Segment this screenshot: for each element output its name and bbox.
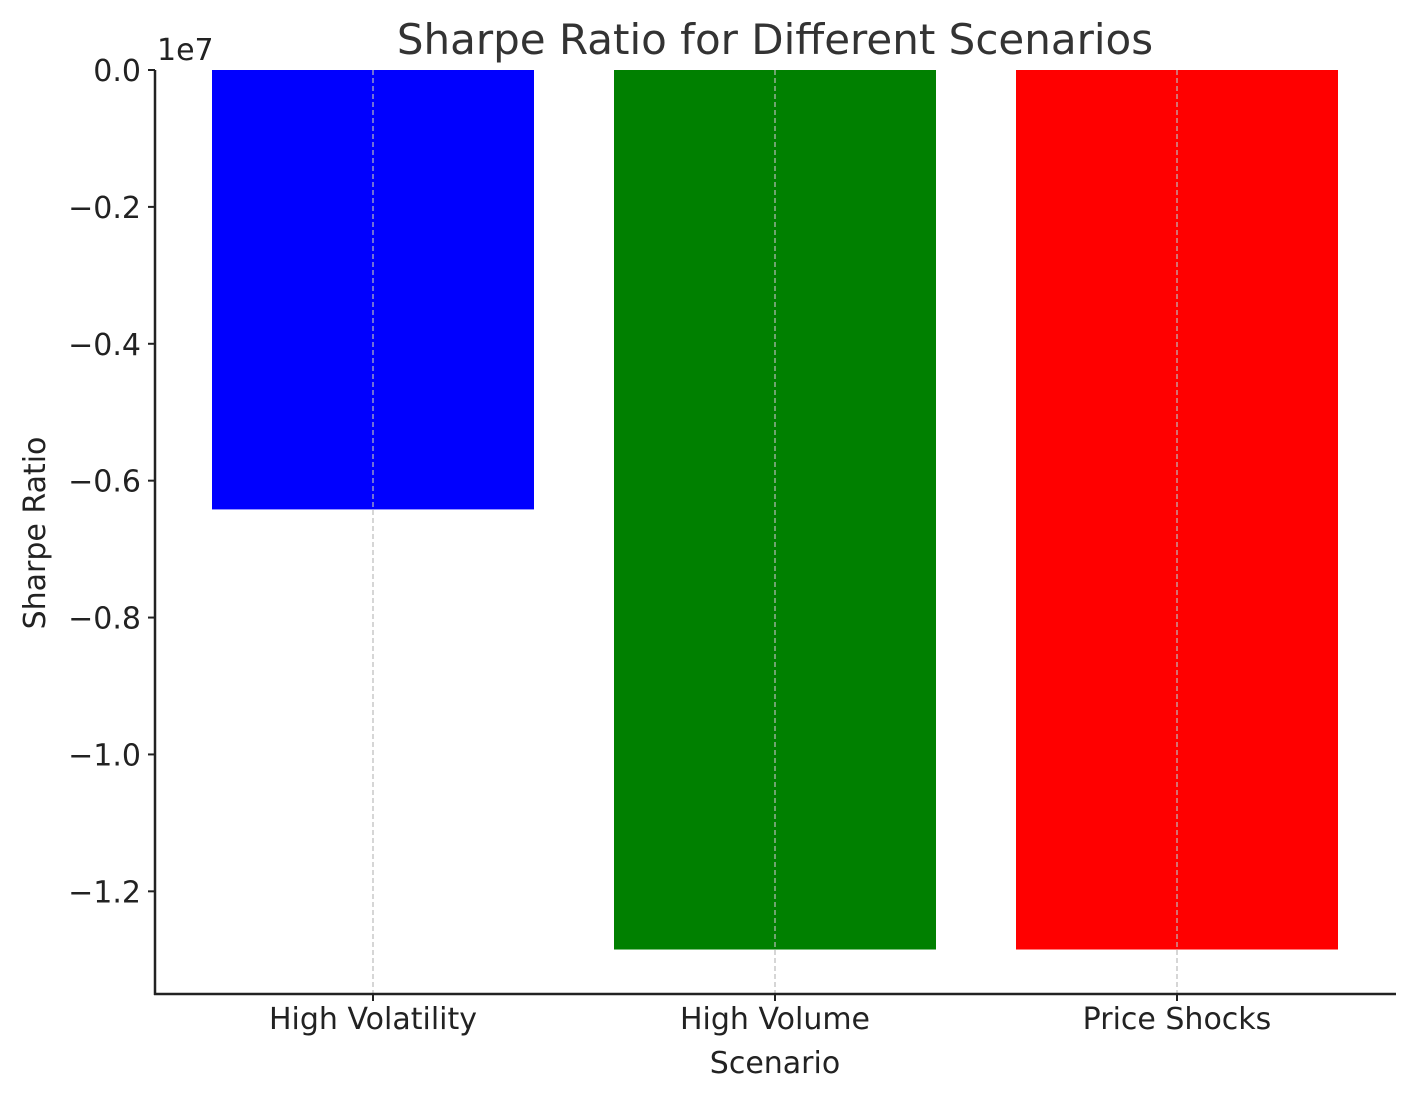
x-tick-label-high-volatility: High Volatility — [269, 1002, 477, 1037]
x-tick-label-price-shocks: Price Shocks — [1083, 1002, 1272, 1037]
y-tick-label: −0.2 — [68, 191, 141, 226]
y-tick-label: −0.8 — [68, 602, 141, 637]
y-tick-label: −0.4 — [68, 328, 141, 363]
chart-title: Sharpe Ratio for Different Scenarios — [397, 15, 1153, 64]
y-tick-label: −1.0 — [68, 738, 141, 773]
y-axis-label: Sharpe Ratio — [18, 437, 53, 630]
y-tick-label: −1.2 — [68, 875, 141, 910]
y-tick-label: 0.0 — [93, 54, 141, 89]
x-tick-label-high-volume: High Volume — [680, 1002, 870, 1037]
x-ticks-layer: High Volatility High Volume Price Shocks — [269, 994, 1271, 1037]
y-ticks-layer: 0.0 −0.2 −0.4 −0.6 −0.8 −1.0 −1.2 — [68, 54, 155, 910]
y-axis-offset-label: 1e7 — [157, 33, 214, 68]
y-tick-label: −0.6 — [68, 465, 141, 500]
grid-layer — [372, 70, 1178, 994]
x-axis-label: Scenario — [710, 1046, 840, 1081]
